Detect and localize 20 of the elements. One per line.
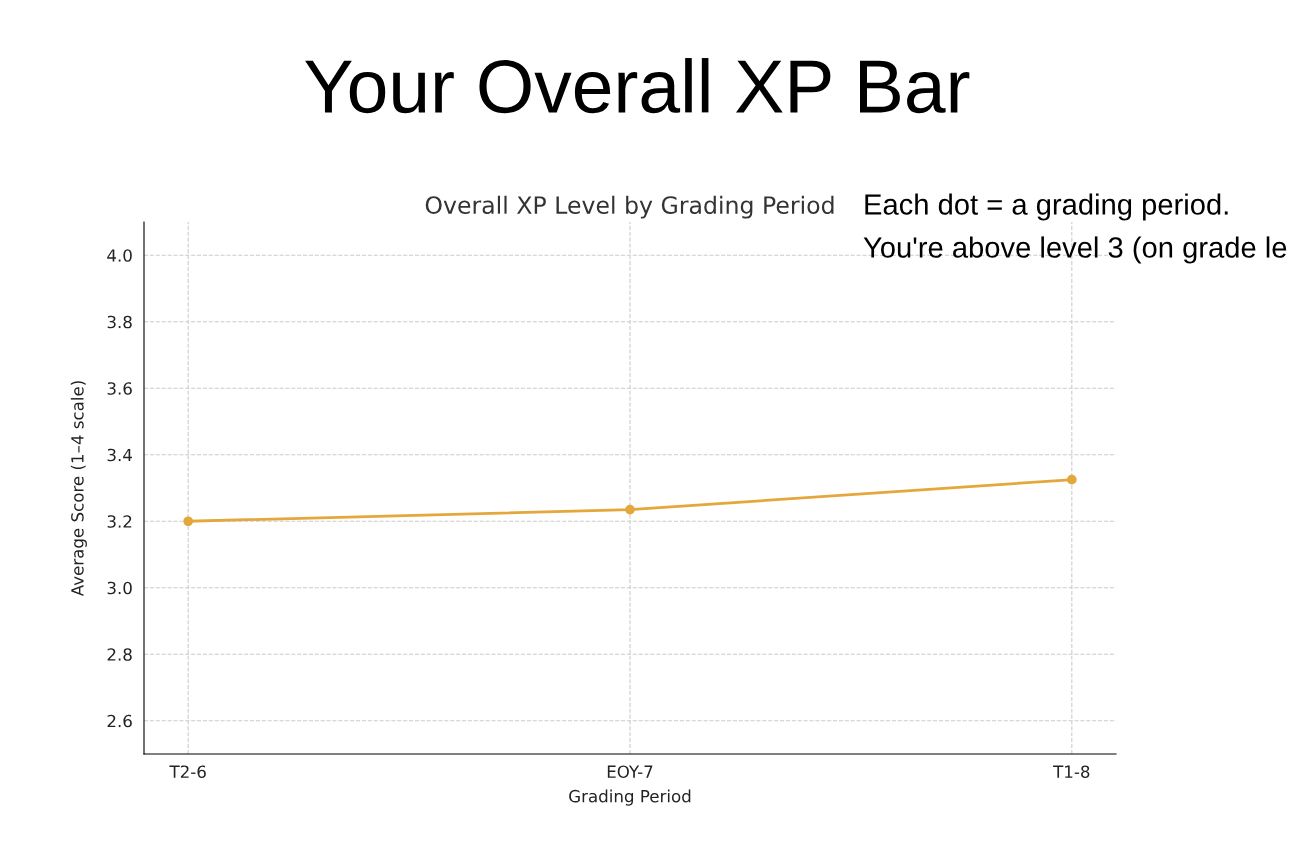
y-tick-label: 2.8	[107, 648, 132, 661]
point	[183, 516, 194, 527]
y-tick-label: 3.0	[107, 581, 132, 595]
annotation: You're above level 3 (on grade le	[863, 236, 1287, 264]
point	[1066, 474, 1077, 485]
y-tick-label: 4.0	[107, 249, 132, 262]
y-tick-label: 3.8	[107, 315, 132, 329]
text: Each dot = a grading period.	[865, 193, 1228, 221]
x-tick-label: EOY-7	[607, 765, 653, 779]
y-tick-label: 3.2	[107, 515, 132, 528]
y-tick-label: 3.6	[107, 382, 132, 395]
y-tick-label: 3.4	[107, 448, 132, 462]
point	[625, 504, 635, 515]
chart-title: Your Overall XP Bar	[305, 58, 970, 114]
x-axis-title: Grading Period	[569, 789, 691, 806]
chart-subtitle: Overall XP Level by Grading Period	[425, 195, 834, 219]
y-tick-label: 2.6	[107, 714, 132, 728]
x-tick-label: T2-6	[169, 765, 206, 779]
y-axis-title: Average Score (1–4 scale)	[70, 381, 87, 597]
x-tick-label: T1-8	[1053, 765, 1090, 779]
